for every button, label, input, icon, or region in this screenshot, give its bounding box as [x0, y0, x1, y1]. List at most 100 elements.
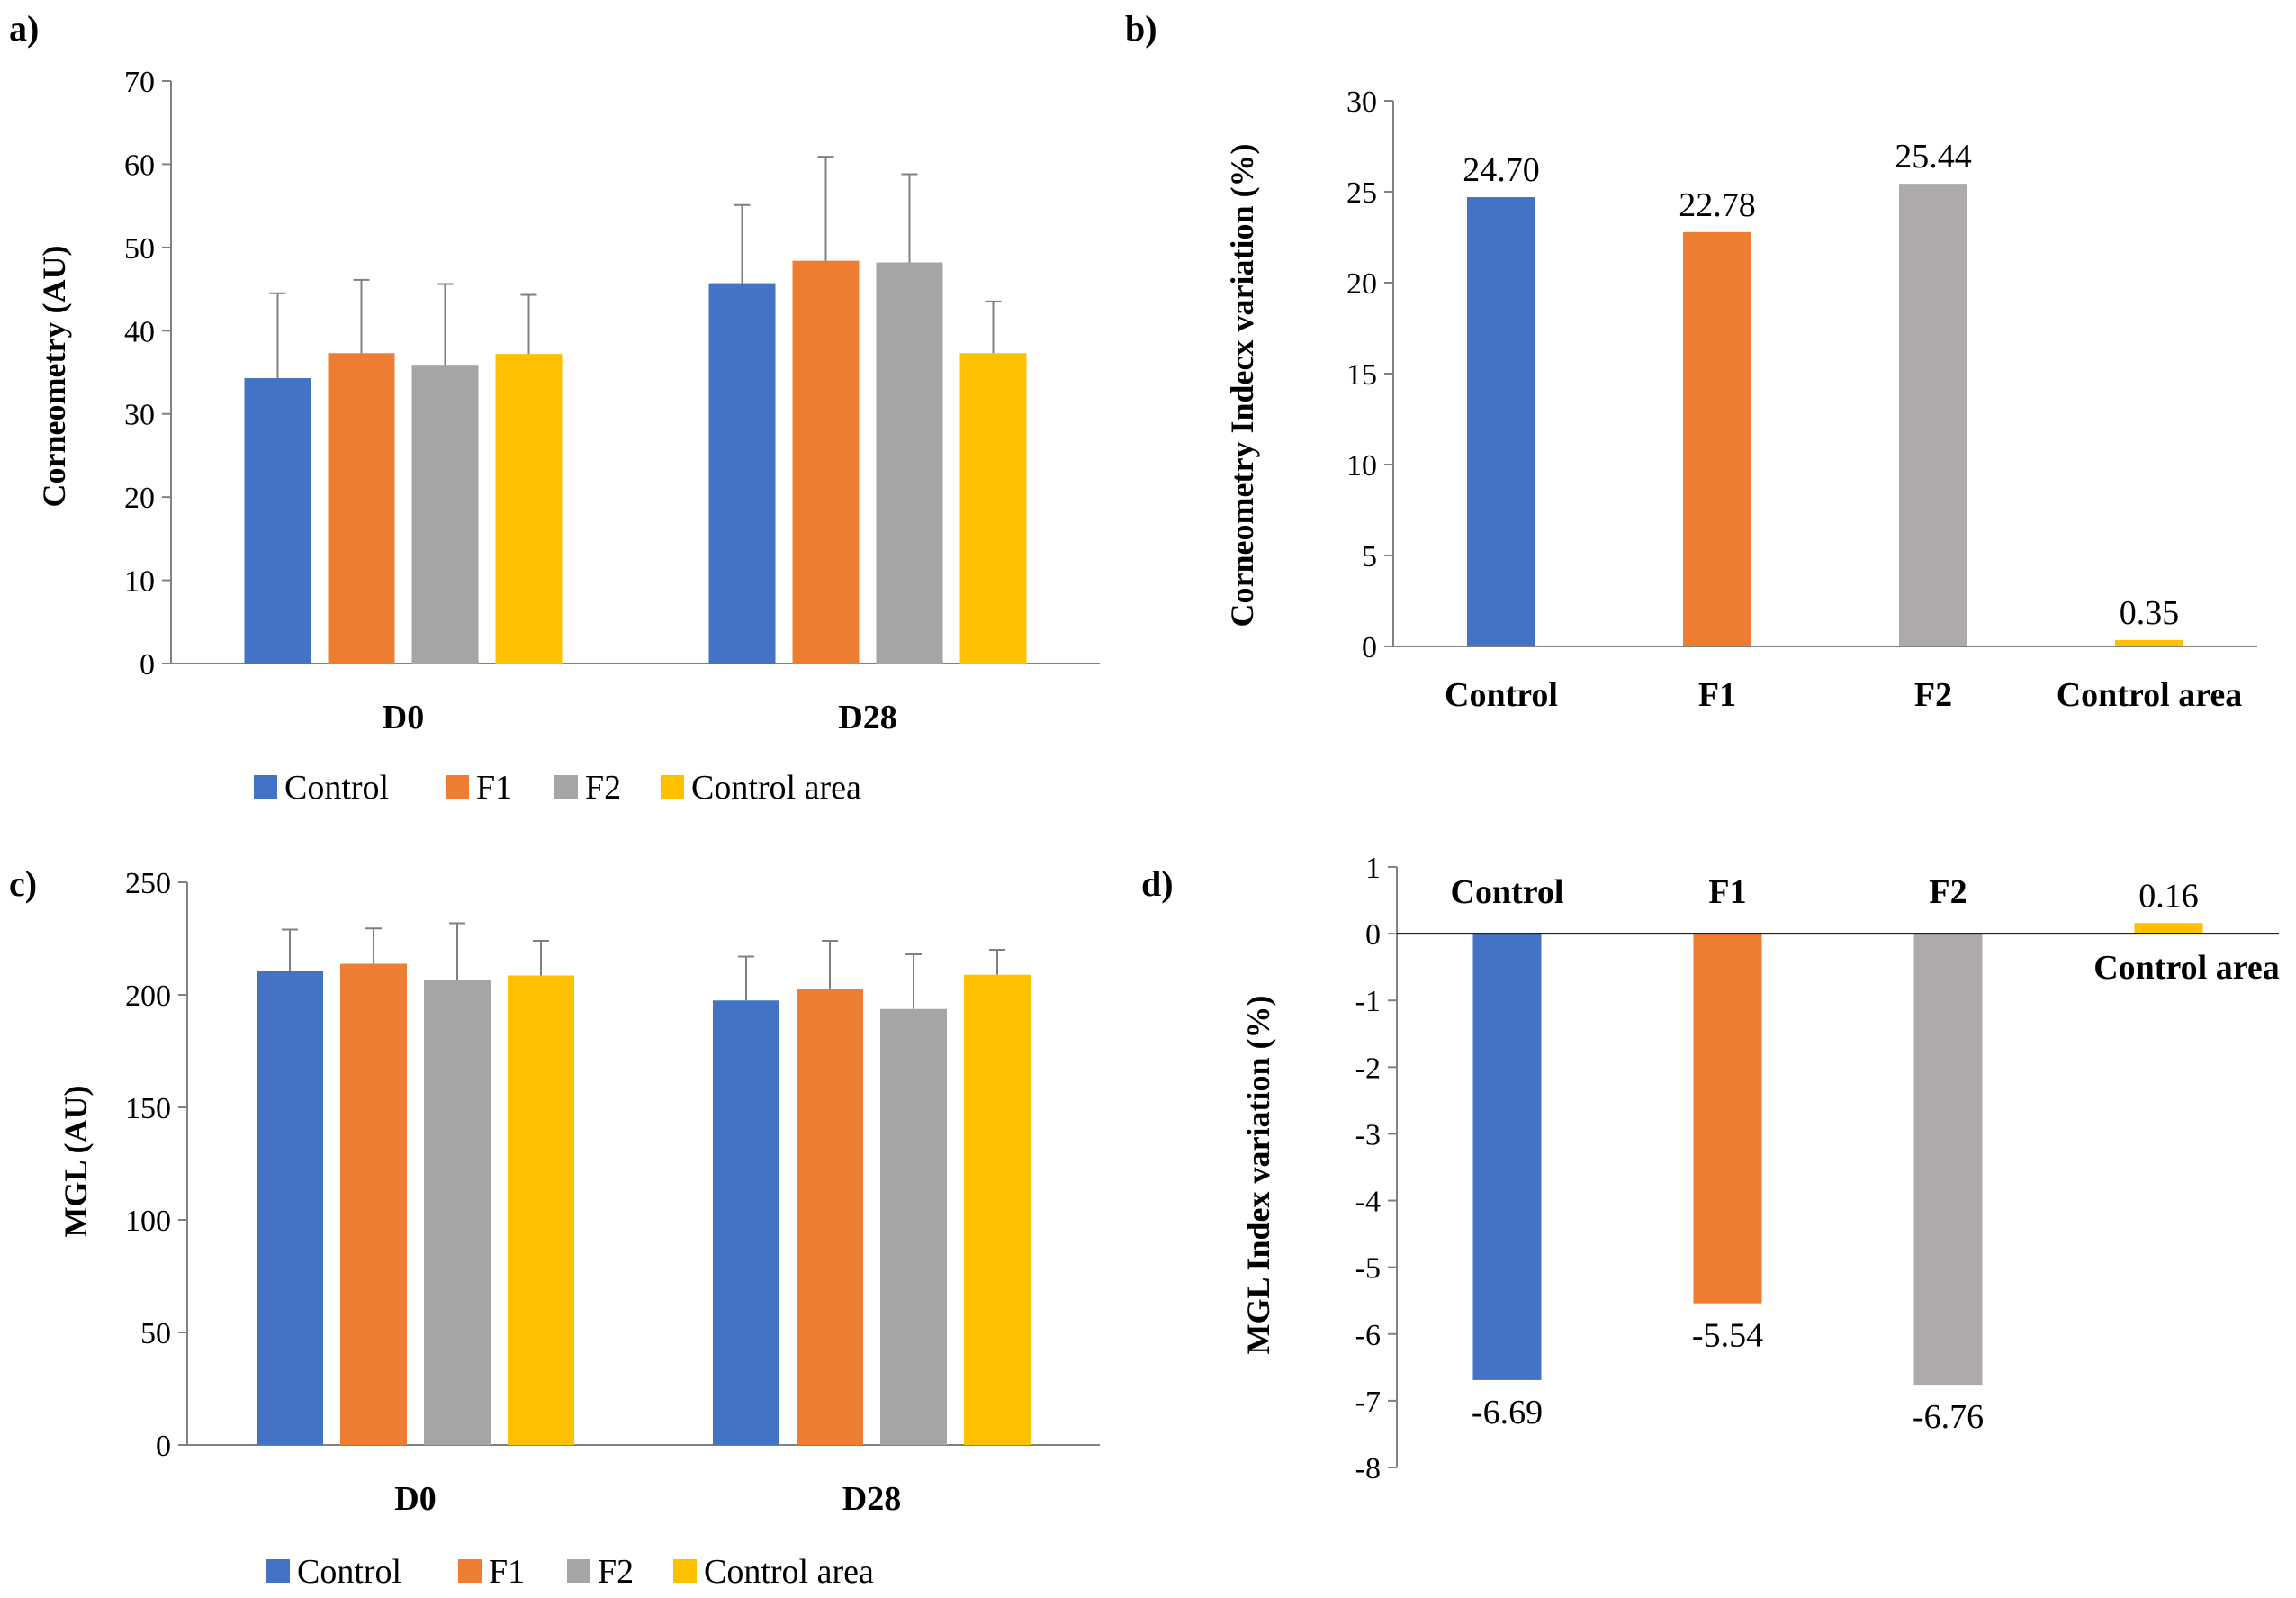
panel-c-ytick-label: 250: [125, 867, 171, 900]
panel-b-ytick-label: 10: [1346, 449, 1377, 483]
panel-d-ytick-label: 1: [1365, 852, 1381, 885]
panel-a-chart: 0 10 20 30 40 50 60 70 D0 D28 Control F1 F2 Control a…: [124, 66, 1100, 807]
panel-b-category-label: Control area: [2057, 676, 2243, 714]
panel-b-data-label: 25.44: [1895, 138, 1972, 176]
panel-b-ytick-label: 15: [1346, 358, 1377, 392]
panel-c-bar: [508, 975, 574, 1445]
panel-c-bar: [797, 989, 863, 1445]
panel-d-ytick-label: 0: [1365, 918, 1381, 952]
panel-b-data-label: 22.78: [1679, 186, 1756, 224]
panel-a-ylabel: Corneometry (AU): [36, 246, 72, 508]
panel-c-legend-swatch: [567, 1559, 590, 1583]
panel-d-category-label: Control: [1451, 873, 1564, 911]
panel-a-ytick-label: 70: [124, 66, 155, 99]
panel-a-category-label: D0: [383, 699, 424, 736]
panel-a-ytick-label: 40: [124, 315, 155, 348]
panel-d-bar: [1472, 934, 1542, 1380]
panel-a-bar: [959, 353, 1027, 664]
panel-b-ytick-label: 30: [1346, 86, 1377, 119]
panel-a-bar: [708, 283, 776, 664]
panel-a-bar: [792, 260, 860, 664]
panel-a-legend-swatch: [446, 775, 469, 799]
panel-d-ytick-label: -5: [1355, 1252, 1381, 1286]
panel-d-ytick-label: -8: [1355, 1452, 1381, 1485]
panel-a-ytick-label: 50: [124, 232, 155, 266]
panel-c-bar: [257, 971, 323, 1445]
panel-c-ylabel: MGL (AU): [58, 1086, 94, 1238]
panel-b-label: b): [1125, 8, 1157, 49]
panel-b-bar: [1683, 231, 1751, 646]
panel-d-bar: [1693, 934, 1762, 1304]
panel-a-bar: [495, 354, 563, 664]
panel-a-legend-swatch: [661, 775, 684, 799]
panel-a-legend-label: Control area: [691, 769, 861, 807]
panel-a-legend-label: F2: [585, 769, 621, 807]
panel-b-bar: [1899, 184, 1967, 646]
panel-b-ytick-label: 25: [1346, 176, 1377, 210]
panel-c-ytick-label: 200: [125, 980, 171, 1013]
panel-c-legend-label: F1: [489, 1553, 525, 1591]
panel-d-ytick-label: -3: [1355, 1118, 1381, 1151]
panel-a-bar: [328, 353, 395, 664]
panel-a-legend-label: Control: [284, 769, 389, 807]
panel-b-ytick-label: 0: [1362, 631, 1377, 664]
panel-b-ylabel: Corneometry Indecx variation (%): [1224, 144, 1260, 627]
panel-a-label: a): [9, 8, 39, 49]
panel-d-ylabel: MGL Index variation (%): [1240, 995, 1276, 1354]
panel-b-data-label: 24.70: [1463, 151, 1540, 189]
panel-a-ytick-label: 10: [124, 565, 155, 599]
panel-c-bar: [713, 1000, 779, 1445]
panel-c-ytick-label: 0: [156, 1430, 171, 1463]
panel-c-label: c): [9, 863, 37, 904]
panel-b-category-label: F1: [1698, 676, 1736, 714]
panel-b-ytick-label: 5: [1362, 540, 1377, 573]
panel-a-ytick-label: 20: [124, 482, 155, 515]
panel-d-data-label: -6.76: [1913, 1398, 1984, 1436]
panel-b-bar: [2115, 639, 2183, 646]
panel-d-category-label: F1: [1708, 873, 1746, 911]
panel-c-bar: [880, 1008, 947, 1445]
panel-b-chart: 0 5 10 15 20 25 30 24.70 Control 22.78 F1 25.44 F2 0.…: [1346, 86, 2257, 714]
panel-a-ytick-label: 30: [124, 399, 155, 432]
panel-a-ytick-label: 0: [140, 648, 155, 682]
panel-a-ytick-label: 60: [124, 149, 155, 182]
panel-d-bar: [2134, 923, 2203, 934]
panel-a-legend-swatch: [254, 775, 277, 799]
panel-c-legend-label: F2: [598, 1553, 634, 1591]
panel-c-bar: [424, 980, 491, 1445]
panel-a-bar: [411, 365, 479, 664]
panel-c-category-label: D0: [394, 1480, 436, 1518]
panel-c-bar: [340, 963, 407, 1445]
panel-c-ytick-label: 150: [125, 1092, 171, 1125]
panel-d-data-label: 0.16: [2138, 877, 2199, 915]
panel-c-legend-swatch: [458, 1559, 482, 1583]
panel-b-ytick-label: 20: [1346, 267, 1377, 301]
panel-a-bar: [876, 262, 943, 664]
panel-c-chart: 0 50 100 150 200 250 D0 D28 Control F1 F2 Control a…: [125, 867, 1100, 1591]
panel-d-ytick-label: -6: [1355, 1319, 1381, 1352]
panel-d-ytick-label: -1: [1355, 985, 1381, 1018]
panel-d-chart: -8 -7 -6 -5 -4 -3 -2 -1 0 1 -6.69 Control -5.54 F1 -6.…: [1355, 852, 2280, 1485]
panel-d-ytick-label: -7: [1355, 1386, 1381, 1419]
panel-d-category-label: Control area: [2093, 949, 2280, 987]
panel-a-bar: [244, 377, 311, 664]
panel-b-category-label: F2: [1914, 676, 1952, 714]
panel-c-category-label: D28: [842, 1480, 901, 1518]
panel-b-bar: [1467, 197, 1535, 646]
panel-c-bar: [964, 974, 1031, 1445]
panel-d-data-label: -5.54: [1692, 1317, 1763, 1355]
panel-d-bar: [1913, 934, 1983, 1386]
panel-c-legend-label: Control area: [704, 1553, 874, 1591]
panel-d-ytick-label: -4: [1355, 1186, 1381, 1219]
panel-d-category-label: F2: [1929, 873, 1967, 911]
panel-c-ytick-label: 50: [140, 1317, 171, 1350]
panel-c-legend-label: Control: [297, 1553, 401, 1591]
panel-a-category-label: D28: [838, 699, 896, 736]
panel-a-legend-label: F1: [476, 769, 512, 807]
panel-d-label: d): [1141, 863, 1174, 904]
panel-a-legend-swatch: [554, 775, 578, 799]
panel-b-data-label: 0.35: [2120, 594, 2180, 632]
panel-d-data-label: -6.69: [1472, 1394, 1543, 1431]
panel-b-category-label: Control: [1445, 676, 1558, 714]
